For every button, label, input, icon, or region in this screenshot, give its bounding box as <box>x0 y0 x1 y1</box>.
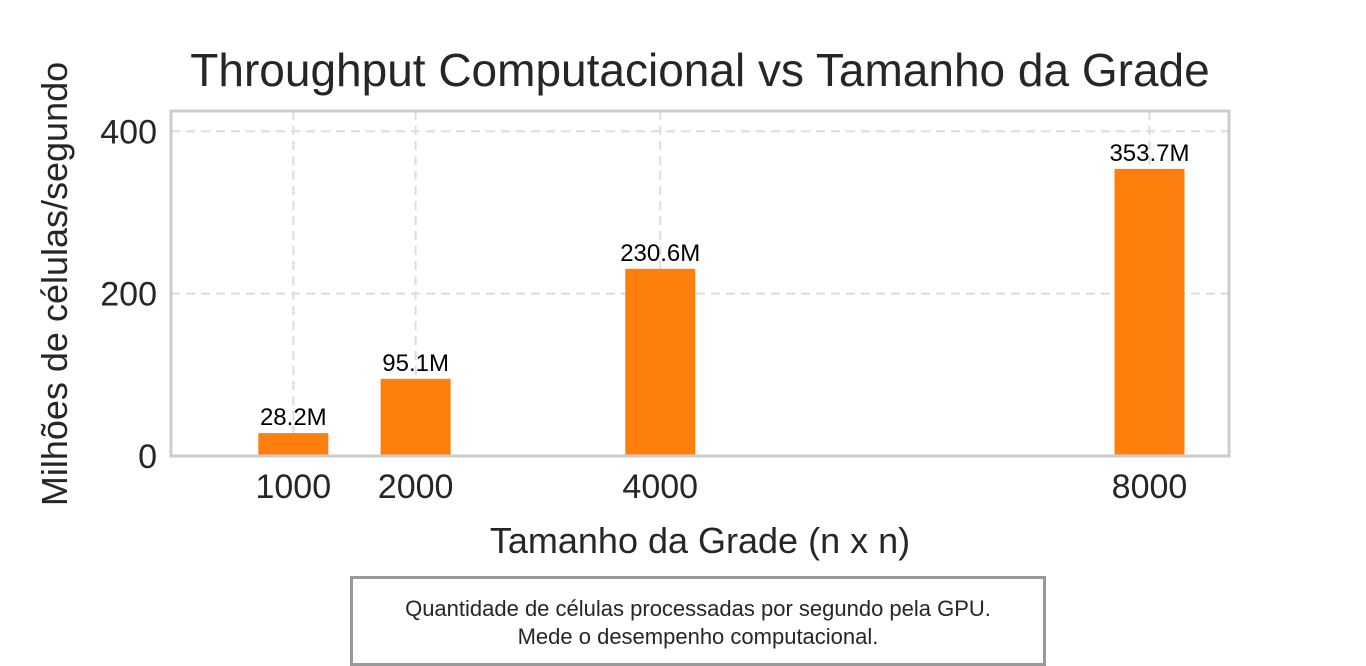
bars <box>258 168 1185 456</box>
x-tick-labels: 1000 2000 4000 8000 <box>255 468 1187 506</box>
x-axis-label: Tamanho da Grade (n x n) <box>490 520 910 561</box>
bar <box>625 268 696 456</box>
bar <box>380 378 451 456</box>
grid <box>171 111 1229 457</box>
caption-box: Quantidade de células processadas por se… <box>350 576 1046 666</box>
bar-value-label: 230.6M <box>620 240 700 267</box>
bar-value-label: 28.2M <box>260 404 327 431</box>
x-tick-label: 8000 <box>1112 468 1188 506</box>
bar <box>258 433 329 456</box>
plot-frame <box>169 109 1231 458</box>
x-tick-label: 4000 <box>622 468 698 506</box>
x-tick-label: 1000 <box>255 468 331 506</box>
bar-value-label: 353.7M <box>1109 140 1189 167</box>
y-tick-labels: 0 200 400 <box>100 113 157 476</box>
y-axis-label: Milhões de células/segundo <box>34 62 75 506</box>
y-tick-label: 400 <box>100 113 157 151</box>
data-labels: 28.2M 95.1M 230.6M 353.7M <box>260 140 1190 431</box>
chart-title: Throughput Computacional vs Tamanho da G… <box>190 44 1209 96</box>
caption-line-1: Quantidade de células processadas por se… <box>405 596 991 621</box>
bar <box>1114 168 1185 456</box>
x-tick-label: 2000 <box>378 468 454 506</box>
bar-value-label: 95.1M <box>382 350 449 377</box>
y-tick-label: 0 <box>138 438 157 476</box>
y-tick-label: 200 <box>100 276 157 314</box>
caption-line-2: Mede o desempenho computacional. <box>517 624 879 649</box>
